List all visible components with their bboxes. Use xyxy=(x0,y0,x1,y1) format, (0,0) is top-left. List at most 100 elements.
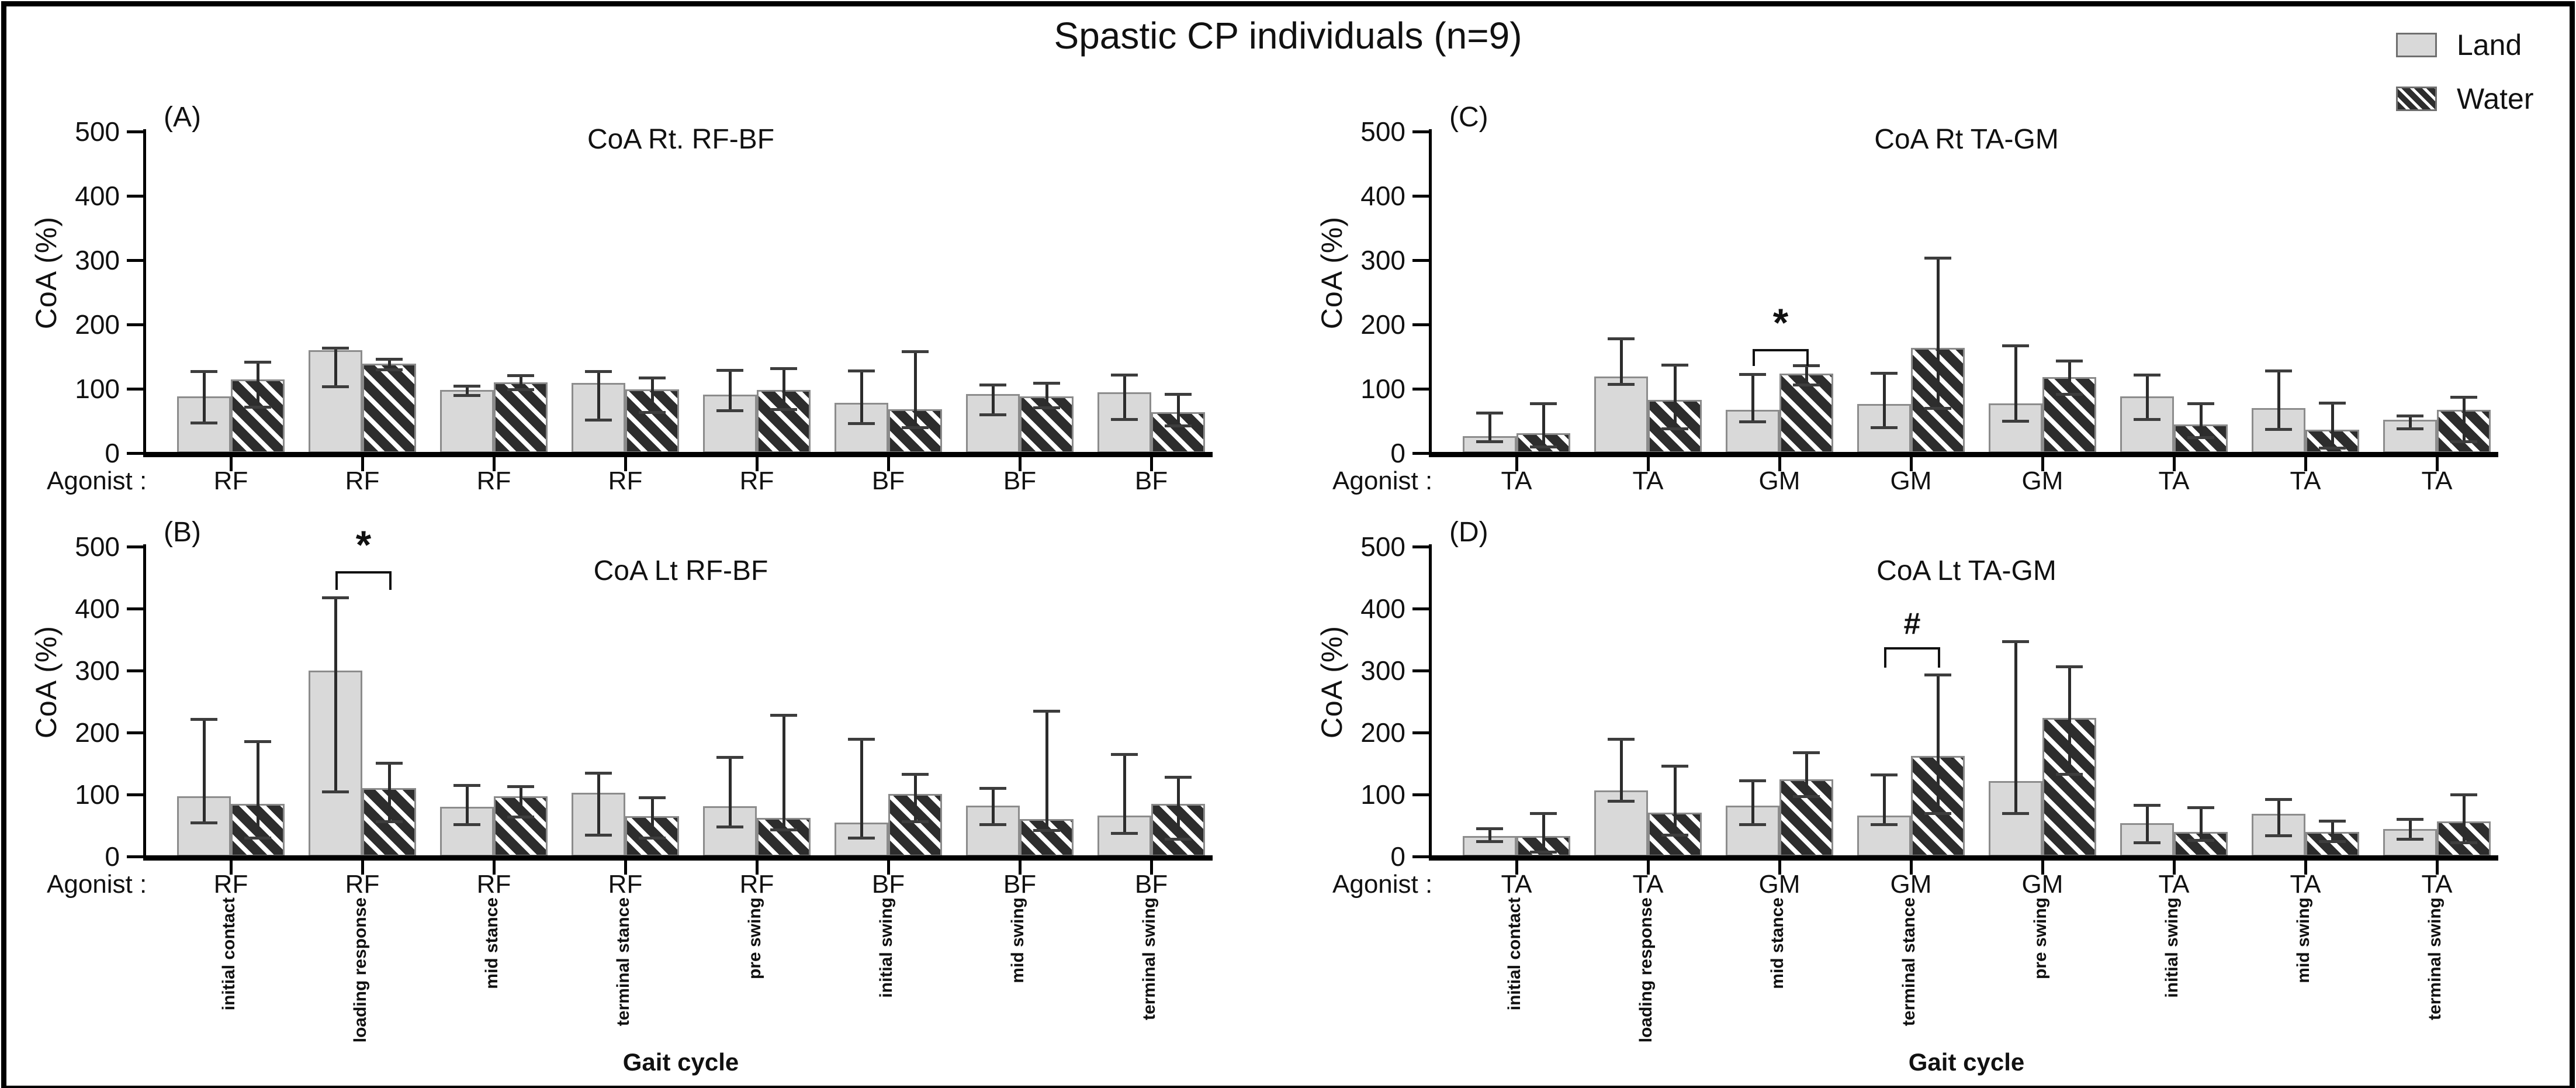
error-bar-water xyxy=(2200,807,2203,841)
error-cap-bottom xyxy=(1661,427,1688,431)
error-cap-top xyxy=(322,596,349,599)
error-bar-land xyxy=(1883,775,1886,824)
y-axis-line xyxy=(1429,544,1432,858)
phase-label: terminal swing xyxy=(2425,897,2445,1021)
gait-cycle-label: Gait cycle xyxy=(622,1048,739,1076)
bar-land xyxy=(440,390,494,453)
error-cap-top xyxy=(585,370,612,374)
error-cap-top xyxy=(2397,818,2423,821)
panel-label: (A) xyxy=(164,102,201,133)
sig-bracket xyxy=(1753,348,1809,351)
error-cap-bottom xyxy=(979,413,1006,416)
error-bar-land xyxy=(1883,372,1886,427)
sig-bracket xyxy=(335,571,392,574)
error-bar-land xyxy=(2409,416,2412,429)
x-axis-tick xyxy=(2436,859,2439,875)
agonist-label: BF xyxy=(1134,467,1168,495)
error-bar-land xyxy=(1123,374,1126,419)
error-cap-bottom xyxy=(453,823,480,826)
sig-bracket xyxy=(1884,647,1940,650)
error-bar-land xyxy=(597,371,600,420)
agonist-label: RF xyxy=(476,870,511,899)
error-cap-top xyxy=(376,358,403,361)
y-tick-label: 200 xyxy=(75,309,120,340)
error-cap-top xyxy=(191,717,217,721)
error-bar-land xyxy=(860,371,863,424)
error-cap-bottom xyxy=(1165,424,1192,427)
error-bar-land xyxy=(729,370,732,411)
phase-label: mid swing xyxy=(2294,897,2313,983)
x-axis-tick xyxy=(1515,456,1518,471)
legend-item-water: Water xyxy=(2396,82,2534,115)
panel-label: (D) xyxy=(1449,517,1488,548)
error-cap-top xyxy=(2319,402,2346,405)
error-cap-bottom xyxy=(2056,773,2083,776)
error-bar-land xyxy=(2014,641,2017,813)
agonist-label: RF xyxy=(608,870,643,899)
error-cap-top xyxy=(1608,737,1635,741)
water-hatch-swatch xyxy=(2396,87,2437,111)
error-bar-land xyxy=(1488,412,1491,442)
y-tick-label: 400 xyxy=(1360,181,1405,211)
error-cap-top xyxy=(1530,811,1557,815)
x-axis-tick xyxy=(2173,456,2176,471)
y-axis-line xyxy=(143,129,146,454)
x-axis-tick xyxy=(624,859,627,875)
agonist-label: TA xyxy=(1632,870,1664,899)
agonist-label: GM xyxy=(2021,467,2063,495)
error-bar-land xyxy=(2014,346,2017,421)
error-cap-bottom xyxy=(244,837,271,840)
x-axis-tick xyxy=(2304,859,2307,875)
figure-title: Spastic CP individuals (n=9) xyxy=(1054,15,1522,57)
agonist-label: BF xyxy=(1003,870,1037,899)
error-bar-water xyxy=(1045,710,1048,831)
error-cap-top xyxy=(2319,819,2346,823)
error-cap-top xyxy=(770,714,797,717)
error-cap-bottom xyxy=(1793,384,1820,387)
x-axis-tick xyxy=(624,456,627,471)
bar-water xyxy=(494,382,548,453)
error-cap-bottom xyxy=(848,837,875,840)
error-bar-water xyxy=(783,715,785,830)
error-cap-bottom xyxy=(1476,440,1503,444)
error-cap-top xyxy=(902,773,929,776)
error-cap-bottom xyxy=(770,408,797,412)
error-cap-top xyxy=(639,377,666,380)
error-cap-bottom xyxy=(1165,838,1192,841)
x-axis-tick xyxy=(1019,859,1022,875)
agonist-label: RF xyxy=(739,467,774,495)
x-axis-line xyxy=(143,855,1213,861)
error-cap-top xyxy=(2265,798,2292,802)
panel-title: CoA Lt RF-BF xyxy=(593,555,768,586)
error-cap-bottom xyxy=(322,790,349,793)
error-cap-top xyxy=(507,374,534,377)
error-bar-water xyxy=(1542,403,1545,447)
y-tick-label: 500 xyxy=(1360,116,1405,147)
y-tick-label: 400 xyxy=(1360,593,1405,624)
x-axis-line xyxy=(1429,855,2498,861)
sig-symbol: * xyxy=(1772,300,1789,345)
error-cap-top xyxy=(848,737,875,741)
error-cap-bottom xyxy=(1530,850,1557,854)
y-axis-tick xyxy=(1412,323,1429,326)
error-bar-water xyxy=(1045,383,1048,407)
error-cap-bottom xyxy=(2319,447,2346,450)
error-bar-land xyxy=(466,385,469,395)
phase-label: terminal swing xyxy=(1140,897,1159,1021)
error-bar-land xyxy=(203,719,206,823)
phase-label: mid swing xyxy=(1008,897,1027,983)
phase-label: initial swing xyxy=(2162,897,2182,998)
legend-item-land: Land xyxy=(2396,28,2534,61)
error-cap-bottom xyxy=(1608,383,1635,386)
error-cap-top xyxy=(1111,753,1138,757)
error-cap-bottom xyxy=(1924,407,1951,410)
x-axis-tick xyxy=(1647,456,1650,471)
agonist-label: TA xyxy=(1501,870,1532,899)
error-cap-bottom xyxy=(1608,799,1635,803)
x-axis-tick xyxy=(493,456,496,471)
error-cap-top xyxy=(585,771,612,775)
error-cap-top xyxy=(1608,337,1635,341)
y-axis-tick xyxy=(127,259,143,262)
error-cap-bottom xyxy=(716,826,743,829)
